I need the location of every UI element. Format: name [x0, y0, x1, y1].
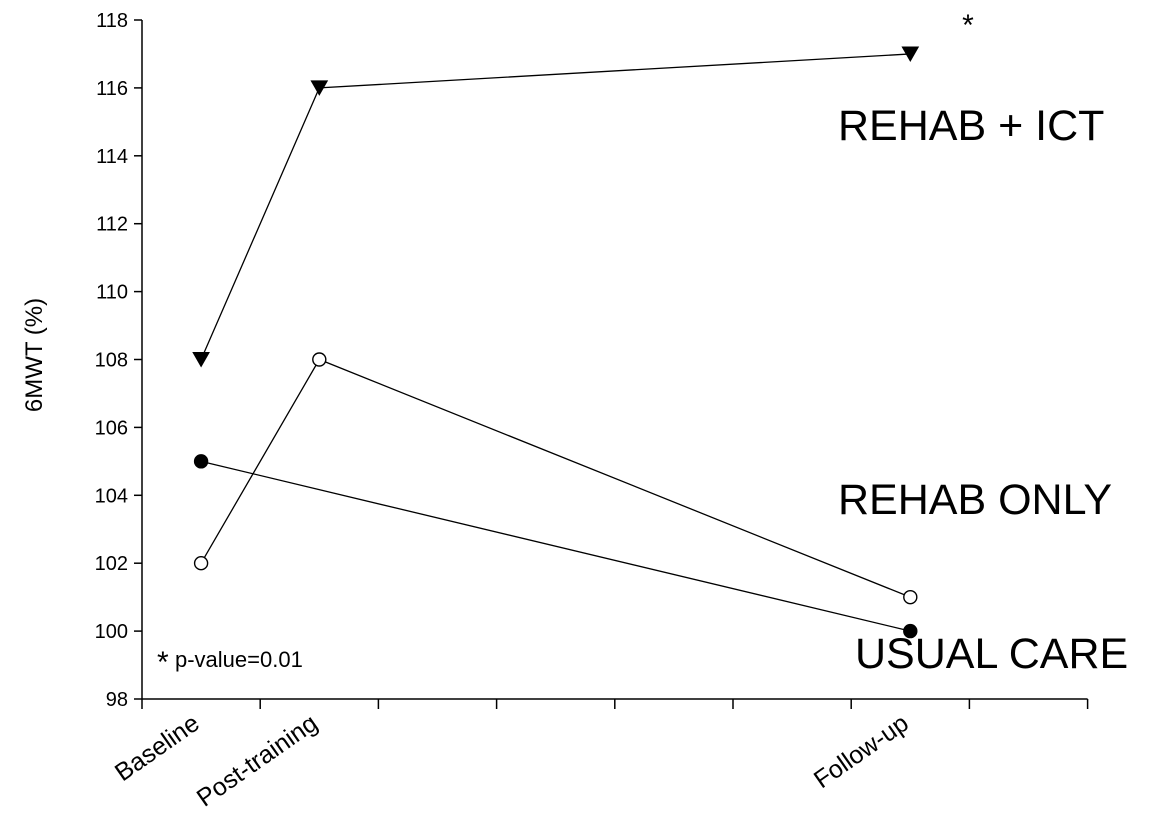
y-tick-label: 106 [95, 417, 128, 439]
series-line [200, 358, 911, 598]
y-tick-label: 104 [95, 485, 128, 507]
triangle-marker [901, 46, 920, 62]
y-axis: 98 100 102 104 106 108 110 112 114 116 118 [95, 10, 143, 711]
y-axis-title: 6MWT (%) [21, 298, 48, 412]
open-circle-marker [312, 352, 327, 367]
footnote-text: p-value=0.01 [175, 647, 303, 672]
filled-circle-marker [903, 623, 918, 639]
y-tick-label: 108 [95, 350, 128, 372]
significance-star: * [962, 9, 974, 42]
open-circle-marker [193, 556, 209, 571]
y-tick-label: 114 [96, 146, 128, 168]
y-tick-label: 110 [96, 282, 128, 304]
series-label: USUAL CARE [855, 630, 1128, 678]
series-labels: REHAB + ICT REHAB ONLY USUAL CARE [838, 102, 1128, 678]
p-value-footnote: * p-value=0.01 [157, 646, 303, 679]
triangle-marker [310, 80, 329, 96]
series-lines [200, 53, 911, 632]
series-line [200, 53, 911, 360]
footnote-star: * [157, 646, 169, 679]
series-markers [192, 46, 920, 639]
x-tick-label: Follow-up [809, 709, 914, 794]
y-tick-label: 98 [106, 689, 128, 711]
series-label: REHAB ONLY [838, 476, 1112, 524]
y-tick-label: 116 [96, 78, 128, 100]
y-tick-label: 102 [95, 553, 128, 575]
y-tick-label: 100 [95, 621, 128, 643]
y-tick-label: 112 [96, 214, 128, 236]
y-tick-label: 118 [96, 10, 128, 32]
x-tick-label: Baseline [110, 709, 205, 787]
series-line [200, 460, 911, 632]
x-tick-label: Post-training [192, 709, 323, 812]
filled-circle-marker [193, 454, 209, 469]
triangle-marker [192, 352, 210, 368]
series-label: REHAB + ICT [838, 102, 1104, 150]
open-circle-marker [903, 589, 918, 605]
